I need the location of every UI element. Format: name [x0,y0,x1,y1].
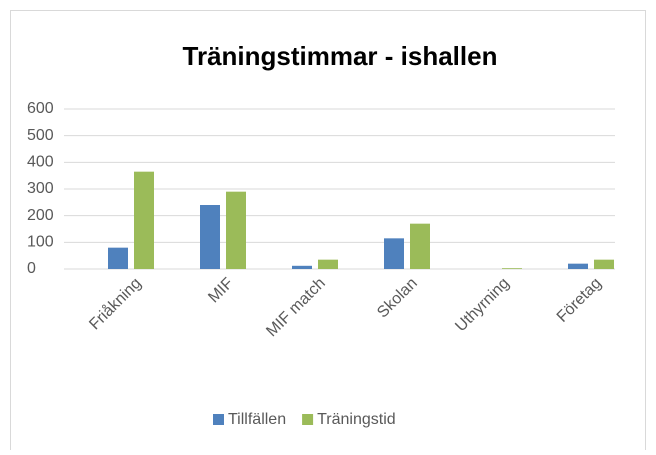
y-tick-label: 0 [27,260,36,277]
bar [292,265,312,269]
legend-swatch [302,414,314,425]
y-tick-label: 100 [27,234,54,251]
bar [134,171,154,269]
chart-title: Träningstimmar - ishallen [183,41,498,71]
bar [200,205,220,269]
bar [384,238,404,269]
bar [568,263,588,269]
bar [226,191,246,269]
bar [594,259,614,269]
y-tick-label: 600 [27,100,54,117]
chart-border [10,10,646,455]
bar [318,259,338,269]
y-tick-label: 400 [27,154,54,171]
legend-swatch [213,414,224,425]
y-tick-label: 200 [27,207,54,224]
bar [502,268,522,269]
y-tick-label: 300 [27,180,54,197]
legend-label: Träningstid [317,411,396,428]
legend-label: Tillfällen [228,411,286,428]
bar [410,223,430,269]
bar [108,247,128,269]
y-tick-label: 500 [27,127,54,144]
